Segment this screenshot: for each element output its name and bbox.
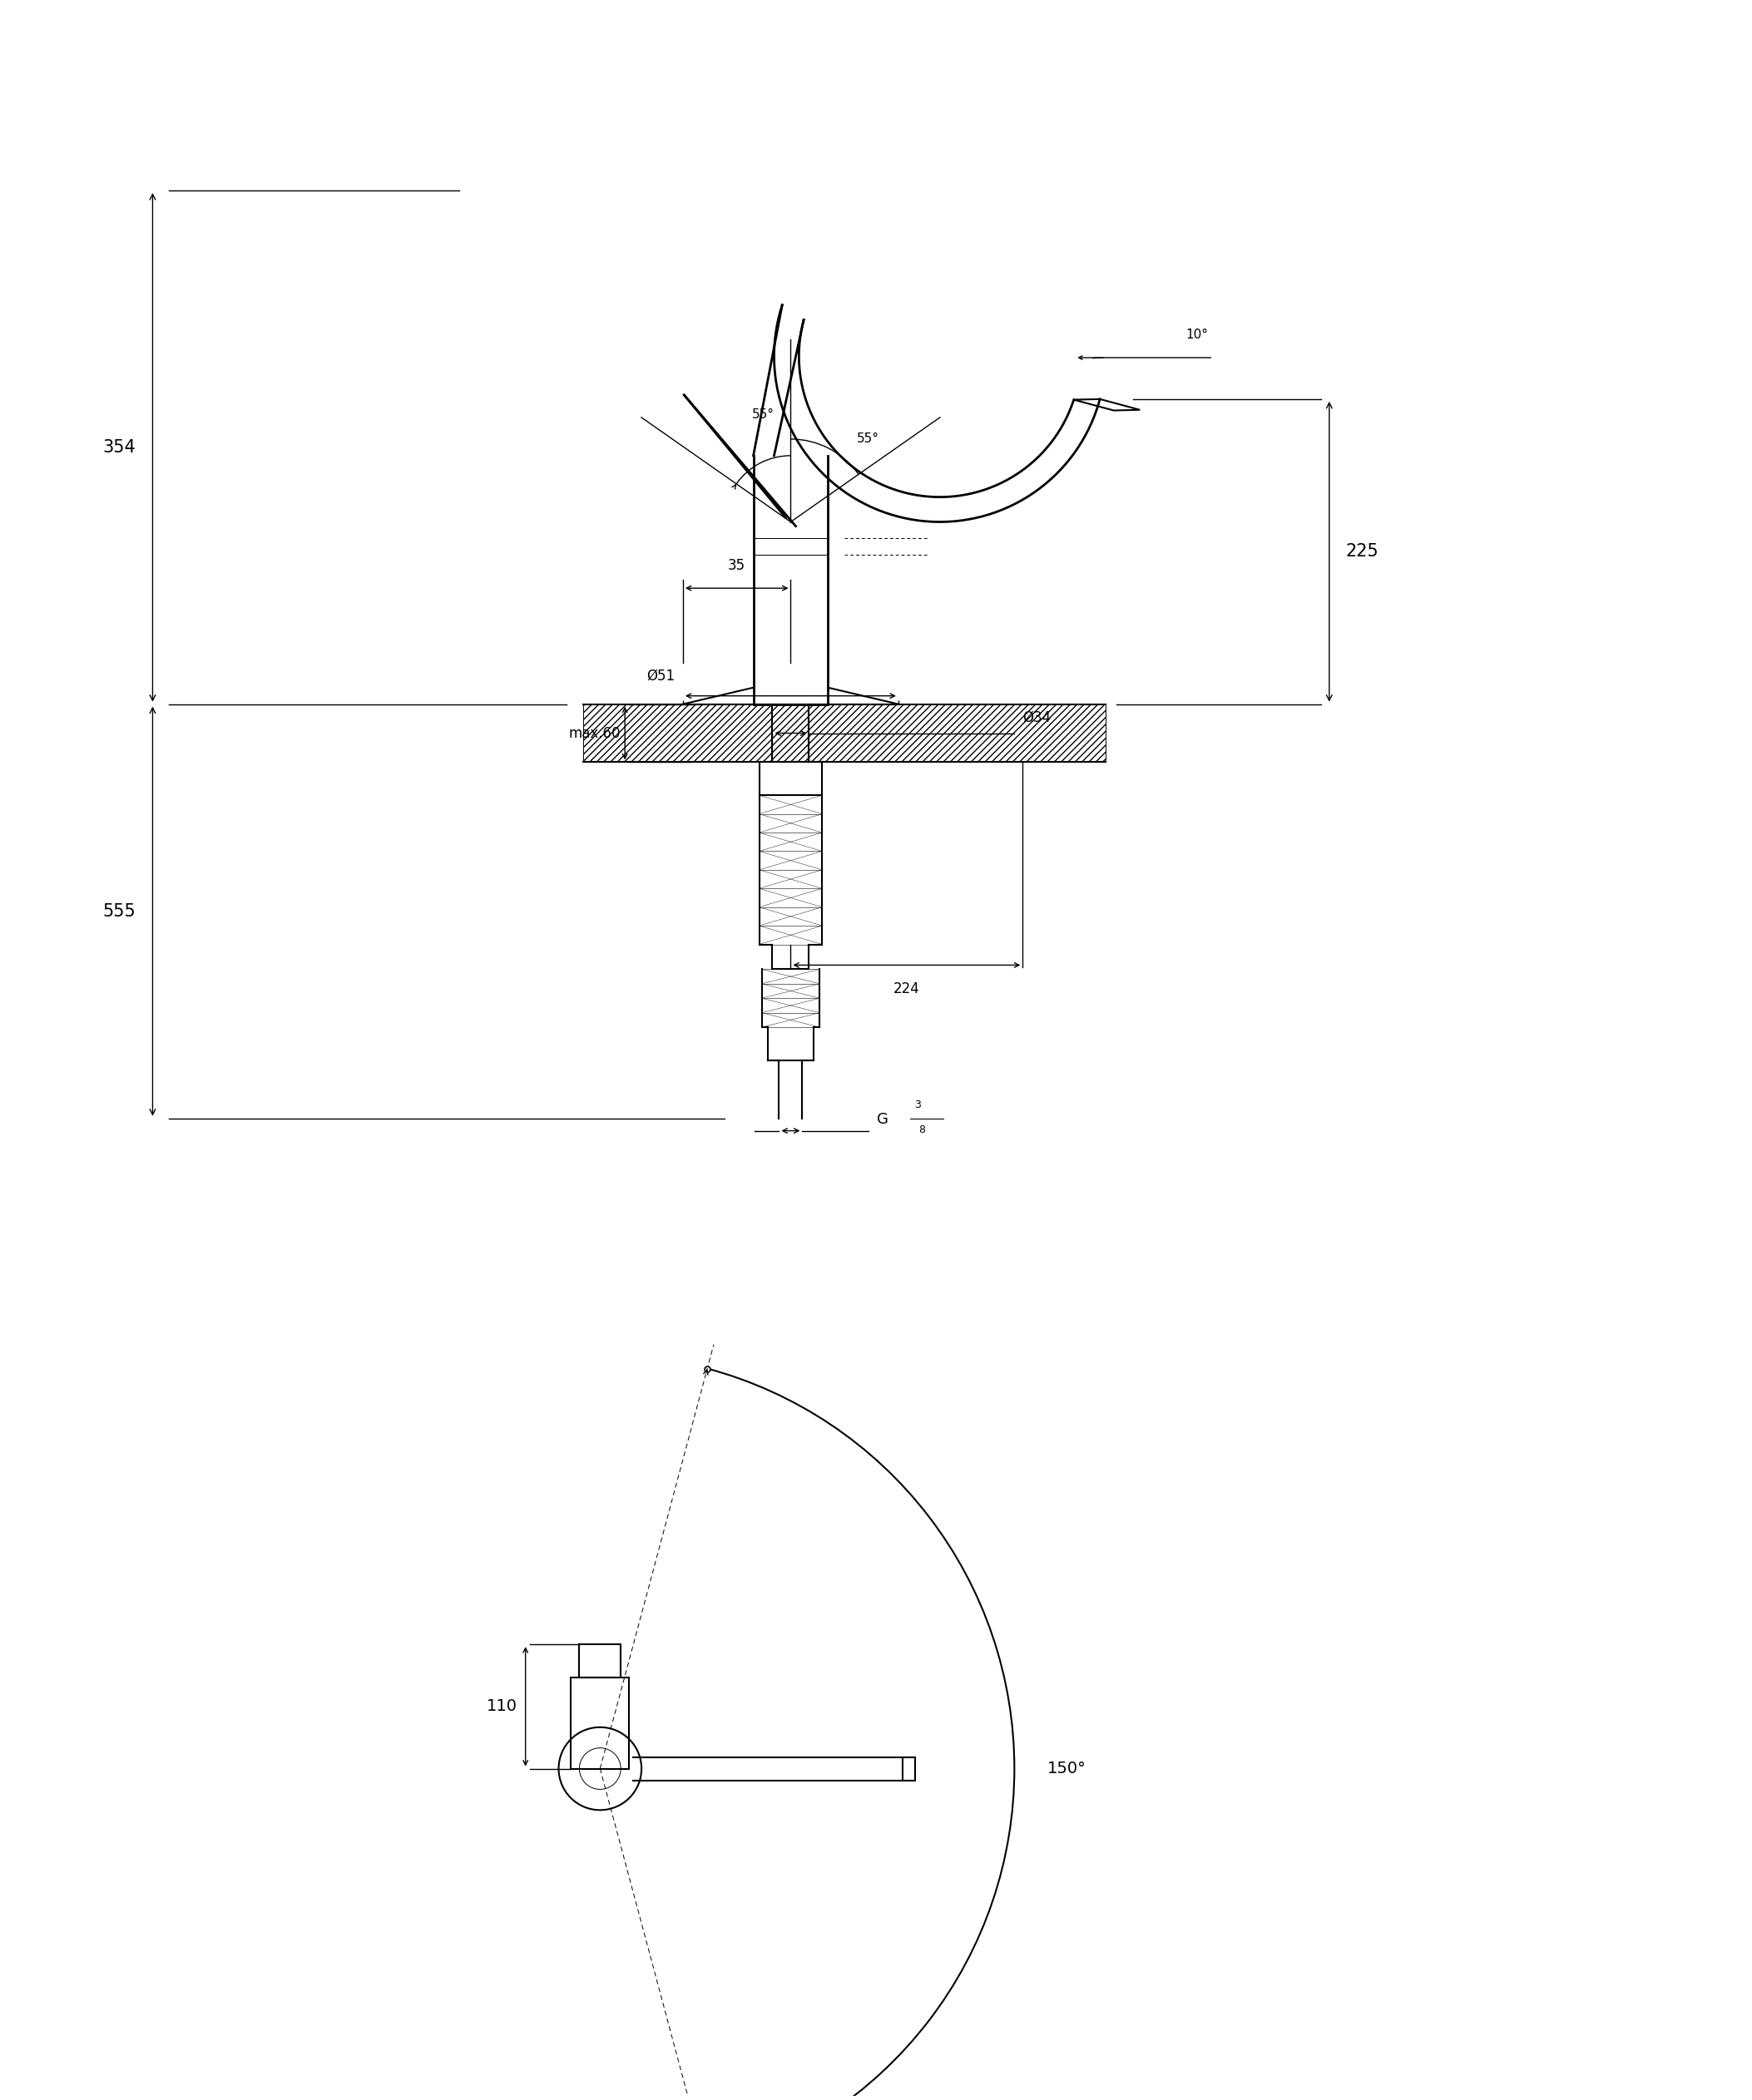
Bar: [580, 1644, 620, 1678]
Text: 150°: 150°: [1048, 1760, 1086, 1777]
Text: max.60: max.60: [569, 727, 620, 741]
Text: 3: 3: [915, 1098, 920, 1111]
Text: 224: 224: [894, 981, 920, 997]
Text: 35: 35: [729, 559, 746, 573]
Text: G: G: [876, 1111, 888, 1126]
Text: 10°: 10°: [1186, 328, 1207, 340]
Text: Ø34: Ø34: [1023, 710, 1051, 724]
Text: Ø51: Ø51: [646, 668, 675, 683]
Text: 354: 354: [103, 439, 137, 456]
Text: 555: 555: [103, 903, 137, 920]
Bar: [902, 1758, 915, 1781]
Text: 8: 8: [918, 1124, 925, 1134]
Text: 55°: 55°: [857, 433, 880, 445]
Bar: [571, 1678, 629, 1768]
Text: 55°: 55°: [752, 407, 774, 420]
Text: 225: 225: [1346, 544, 1379, 561]
Text: 110: 110: [487, 1699, 517, 1714]
Bar: [583, 704, 1106, 762]
